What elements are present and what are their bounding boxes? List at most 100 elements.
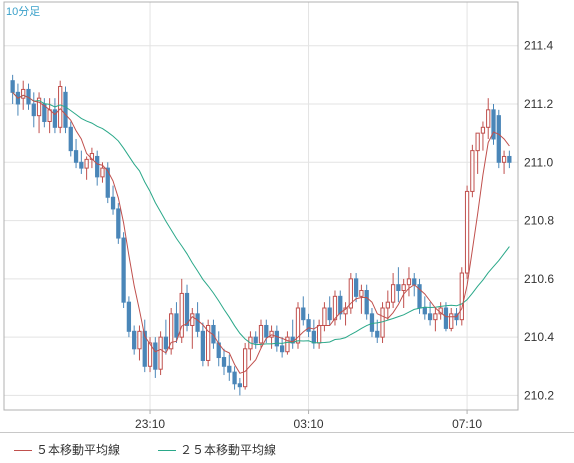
candle-body: [480, 126, 486, 134]
candle-body: [449, 313, 454, 329]
candle-body: [375, 330, 380, 338]
candle-body: [84, 158, 89, 169]
candle-body: [322, 307, 327, 326]
candle-body: [232, 371, 237, 385]
candle-body: [10, 80, 15, 93]
candle-body: [47, 109, 52, 122]
candle-body: [496, 115, 501, 163]
candle-body: [348, 278, 353, 309]
candle-body: [110, 196, 116, 210]
candle-body: [132, 330, 137, 350]
candle-body: [121, 237, 126, 303]
candle-body: [353, 278, 359, 297]
candle-body: [279, 345, 285, 353]
x-tick-label: 03:10: [294, 417, 324, 431]
candle-body: [142, 330, 147, 367]
candle-body: [158, 336, 163, 370]
candle-body: [221, 357, 227, 367]
candle-body: [380, 307, 385, 338]
candle-body: [269, 330, 274, 338]
candle-body: [327, 307, 332, 321]
candle-body: [459, 272, 464, 321]
plot-frame: [3, 1, 519, 411]
x-tick-label: 23:10: [135, 417, 165, 431]
candle-body: [274, 330, 279, 347]
candle-body: [412, 278, 417, 286]
candle-body: [470, 150, 475, 192]
candle-body: [401, 284, 406, 292]
candle-body: [433, 313, 438, 321]
candle-body: [396, 284, 401, 292]
candle-body: [206, 324, 211, 361]
candle-body: [359, 290, 364, 297]
legend-swatch-ma25: [158, 450, 176, 451]
interval-label: 10分足: [6, 5, 40, 18]
candle-body: [243, 348, 248, 388]
candle-body: [21, 88, 26, 99]
candle-body: [52, 109, 58, 128]
candle-body: [343, 307, 348, 315]
candle-body: [200, 330, 206, 361]
candle-body: [147, 342, 153, 367]
legend-item-ma5: ５本移動平均線: [14, 441, 120, 458]
candle-body: [501, 155, 507, 163]
candle-body: [105, 167, 110, 198]
candle-body: [179, 292, 184, 338]
candle-body: [332, 295, 338, 321]
y-tick-label: 211.2: [524, 97, 553, 111]
y-tick-label: 211.4: [524, 39, 553, 53]
y-tick-label: 210.6: [524, 272, 554, 286]
candle-body: [475, 132, 480, 152]
legend-label-ma5: ５本移動平均線: [36, 443, 121, 457]
candle-body: [406, 278, 412, 286]
legend: ５本移動平均線 ２５本移動平均線: [0, 432, 574, 463]
candle-body: [137, 330, 142, 350]
candle-body: [100, 167, 105, 178]
y-tick-label: 210.2: [524, 388, 554, 402]
y-tick-label: 211.0: [524, 155, 553, 169]
candle-body: [58, 86, 63, 128]
candle-body: [63, 91, 68, 128]
candle-body: [73, 150, 79, 163]
candle-body: [169, 313, 174, 350]
candle-body: [422, 307, 427, 315]
candle-body: [491, 109, 496, 140]
candle-body: [253, 336, 258, 344]
candle-body: [385, 301, 390, 309]
candle-body: [264, 324, 269, 338]
candle-body: [68, 126, 73, 152]
legend-swatch-ma5: [14, 450, 32, 451]
candle-body: [184, 292, 190, 326]
candle-body: [311, 330, 316, 344]
candle-body: [36, 97, 42, 117]
candle-body: [116, 208, 121, 239]
legend-item-ma25: ２５本移動平均線: [158, 441, 276, 458]
candle-body: [237, 383, 243, 388]
ma25-line: [12, 91, 510, 346]
candle-body: [507, 155, 512, 163]
candle-body: [258, 324, 264, 344]
candle-body: [95, 155, 100, 178]
candle-body: [195, 313, 200, 332]
candle-body: [306, 319, 311, 332]
candle-body: [369, 313, 375, 332]
candle-body: [190, 313, 195, 326]
candle-body: [174, 313, 179, 338]
candle-body: [301, 307, 306, 321]
candle-body: [31, 103, 36, 117]
candle-body: [316, 324, 322, 344]
candle-body: [464, 190, 470, 274]
candle-body: [338, 295, 343, 315]
y-tick-label: 210.8: [524, 214, 554, 228]
candle-body: [227, 365, 232, 373]
ma5-line: [12, 91, 510, 374]
candle-body: [295, 307, 301, 344]
candle-body: [364, 290, 369, 315]
x-tick-label: 07:10: [452, 417, 482, 431]
candle-body: [390, 284, 396, 303]
legend-label-ma25: ２５本移動平均線: [180, 443, 277, 457]
y-tick-label: 210.4: [524, 330, 554, 344]
candle-body: [486, 109, 491, 128]
candle-body: [126, 301, 132, 332]
